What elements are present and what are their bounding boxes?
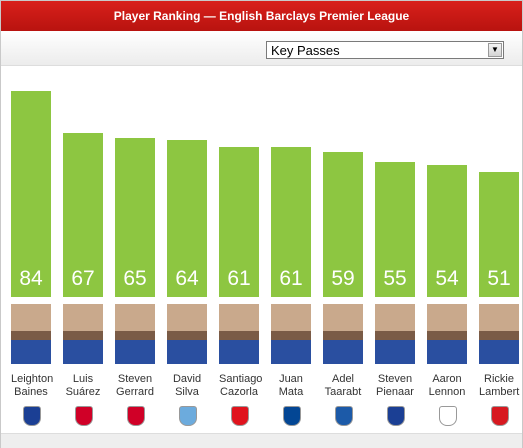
value-label: 65 — [123, 266, 147, 290]
club-badge — [387, 406, 405, 426]
stat-dropdown[interactable]: Key Passes ▼ — [266, 41, 504, 59]
player-photo — [115, 304, 155, 364]
club-badge — [179, 406, 197, 426]
value-label: 64 — [175, 266, 199, 290]
player-name: Steven Pienaar — [376, 373, 414, 398]
bar: 55 — [375, 162, 415, 297]
bar: 61 — [271, 147, 311, 297]
value-label: 67 — [71, 266, 95, 290]
player-photo — [479, 304, 519, 364]
club-badge — [283, 406, 301, 426]
bar: 84 — [11, 91, 51, 297]
player-photo — [167, 304, 207, 364]
chart-title: Player Ranking — English Barclays Premie… — [1, 1, 522, 31]
player-photo — [271, 304, 311, 364]
club-badge — [491, 406, 509, 426]
value-label: 51 — [487, 266, 511, 290]
club-badge — [75, 406, 93, 426]
player-name: Santiago Cazorla — [219, 373, 263, 398]
bar: 65 — [115, 137, 155, 297]
player-name: Rickie Lambert — [479, 373, 520, 398]
player-name: Steven Gerrard — [116, 373, 154, 398]
club-badge — [439, 406, 457, 426]
player-photo — [219, 304, 259, 364]
value-label: 59 — [331, 266, 355, 290]
value-label: 61 — [279, 266, 303, 290]
bar: 54 — [427, 164, 467, 297]
club-badge — [231, 406, 249, 426]
bar: 64 — [167, 140, 207, 297]
value-label: 84 — [19, 267, 43, 290]
bar: 61 — [219, 147, 259, 297]
club-badge — [127, 406, 145, 426]
player-name: Leighton Baines — [11, 373, 54, 398]
value-label: 54 — [435, 266, 459, 290]
player-name: Juan Mata — [278, 373, 304, 398]
dropdown-text[interactable]: Key Passes — [271, 43, 340, 58]
value-label: 55 — [383, 266, 407, 290]
dropdown-arrow[interactable]: ▼ — [488, 43, 502, 57]
player-name: David Silva — [172, 373, 202, 398]
bar: 59 — [323, 152, 363, 297]
player-name: Aaron Lennon — [428, 373, 466, 398]
bar: 51 — [479, 171, 519, 297]
footer — [1, 433, 522, 448]
player-photo — [323, 304, 363, 364]
bar: 67 — [63, 132, 103, 297]
club-badge — [335, 406, 353, 426]
player-photo — [427, 304, 467, 364]
player-photo — [11, 304, 51, 364]
player-name: Adel Taarabt — [324, 373, 362, 398]
club-badge — [23, 406, 41, 426]
value-label: 61 — [227, 266, 251, 290]
player-photo — [375, 304, 415, 364]
player-name: Luis Suárez — [65, 373, 101, 398]
player-photo — [63, 304, 103, 364]
